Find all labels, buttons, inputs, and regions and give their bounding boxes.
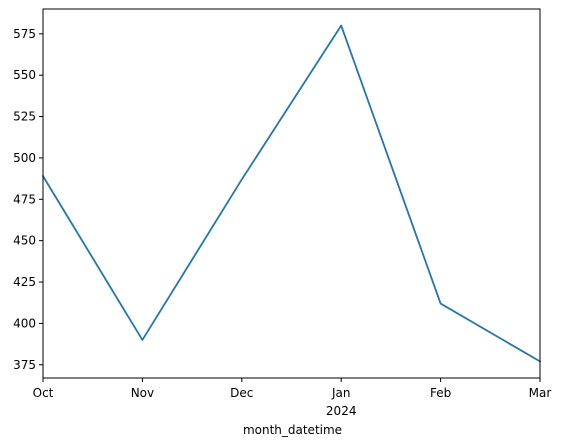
x-axis-ticks: Oct Nov Dec Jan Feb Mar xyxy=(33,378,552,400)
y-tick-label: 500 xyxy=(13,151,36,165)
series-layer xyxy=(41,24,542,363)
y-tick-label: 400 xyxy=(13,316,36,330)
x-tick-label: Mar xyxy=(529,386,552,400)
x-axis-title: month_datetime xyxy=(243,423,342,437)
y-tick-label: 575 xyxy=(13,27,36,41)
y-tick-label: 525 xyxy=(13,110,36,124)
y-tick-label: 475 xyxy=(13,192,36,206)
series-line xyxy=(41,24,542,363)
x-tick-label: Feb xyxy=(430,386,451,400)
plot-frame xyxy=(42,8,541,379)
y-tick-label: 450 xyxy=(13,234,36,248)
y-tick-label: 550 xyxy=(13,68,36,82)
x-year-label: 2024 xyxy=(326,404,357,418)
x-tick-label: Oct xyxy=(33,386,54,400)
x-tick-label: Nov xyxy=(131,386,154,400)
x-tick-label: Dec xyxy=(230,386,253,400)
y-tick-label: 375 xyxy=(13,358,36,372)
y-axis-ticks: 375 400 425 450 475 500 525 550 575 xyxy=(13,27,43,372)
y-tick-label: 425 xyxy=(13,275,36,289)
x-tick-label: Jan xyxy=(331,386,351,400)
